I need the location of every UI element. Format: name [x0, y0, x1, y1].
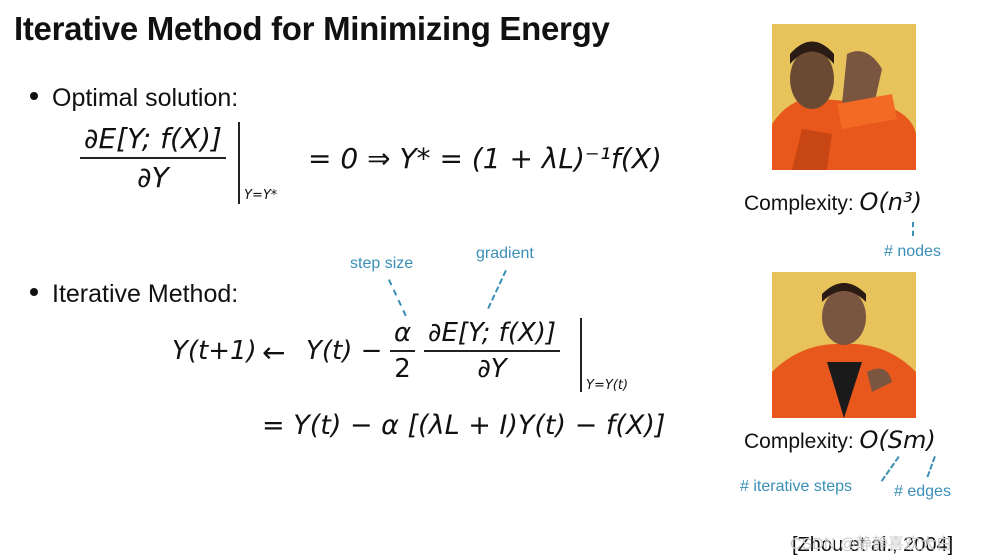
annotation-step-size: step size: [350, 255, 414, 272]
gradient-pointer: [487, 270, 507, 309]
bullet-optimal-solution: Optimal solution:: [30, 84, 238, 113]
iter-arrow: ←: [262, 336, 286, 369]
meme-photo-approve: [772, 272, 916, 418]
optimal-rhs: = 0 ⇒ Y* = (1 + λL)⁻¹f(X): [308, 142, 662, 175]
equation-optimal: ∂E[Y; f(X)] ∂Y: [80, 122, 226, 194]
fraction-numerator: ∂E[Y; f(X)]: [84, 122, 222, 155]
evaluation-bar: [238, 122, 240, 204]
watermark: CSDN @静静喜欢大白: [790, 536, 953, 553]
iterative-steps-pointer: [880, 456, 900, 482]
person-approve-icon: [772, 272, 916, 418]
step-denominator: 2: [390, 350, 416, 384]
annotation-edges: # edges: [894, 483, 951, 500]
annotation-nodes: # nodes: [884, 243, 941, 260]
person-disapprove-icon: [772, 24, 916, 170]
annotation-gradient: gradient: [476, 245, 534, 262]
edges-pointer: [926, 456, 936, 478]
bullet-iterative-method: Iterative Method:: [30, 280, 238, 309]
iter-expanded: = Y(t) − α [(λL + I)Y(t) − f(X)]: [262, 410, 666, 441]
iter-term1: Y(t) −: [306, 336, 383, 366]
iter-lhs: Y(t+1): [172, 336, 257, 366]
bullet-dot: [30, 92, 38, 101]
bullet-dot: [30, 288, 38, 297]
citation: [Zhou et al., 2004]: [792, 534, 954, 556]
evaluation-bar-2: [580, 318, 582, 392]
gradient-denominator: ∂Y: [424, 350, 561, 384]
fraction-denominator: ∂Y: [80, 157, 226, 194]
complexity-value-1: O(n³): [859, 188, 922, 216]
meme-photo-disapprove: [772, 24, 916, 170]
partial-derivative-fraction: ∂E[Y; f(X)] ∂Y: [80, 122, 226, 194]
slide-title: Iterative Method for Minimizing Energy: [14, 10, 610, 47]
annotation-iterative-steps: # iterative steps: [740, 478, 853, 495]
complexity-label-2: Complexity:: [744, 430, 854, 453]
step-numerator: α: [394, 318, 412, 348]
eval-subscript-1: Y=Y*: [244, 188, 278, 203]
nodes-pointer: [912, 222, 914, 236]
gradient-fraction: ∂E[Y; f(X)] ∂Y: [424, 318, 561, 384]
gradient-numerator: ∂E[Y; f(X)]: [428, 318, 557, 348]
bullet-iterative-label: Iterative Method:: [52, 280, 239, 308]
step-size-pointer: [388, 279, 407, 317]
eval-subscript-2: Y=Y(t): [586, 378, 629, 393]
complexity-2: Complexity: O(Sm): [744, 426, 936, 454]
complexity-value-2: O(Sm): [859, 426, 936, 454]
complexity-1: Complexity: O(n³): [744, 188, 922, 216]
step-fraction: α 2: [390, 318, 416, 384]
bullet-optimal-label: Optimal solution:: [52, 84, 239, 112]
complexity-label-1: Complexity:: [744, 192, 854, 215]
